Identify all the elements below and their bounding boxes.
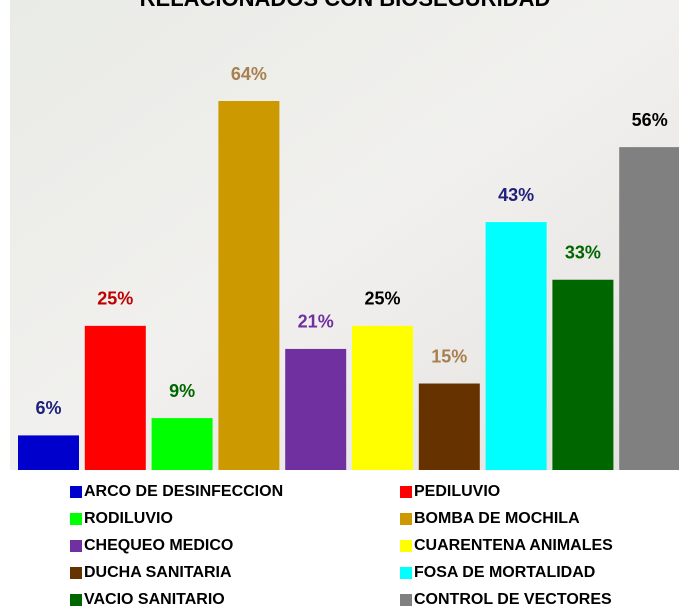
- bar: [152, 418, 213, 470]
- legend-label: ARCO DE DESINFECCION: [84, 483, 283, 500]
- bar: [285, 349, 346, 470]
- legend-swatch: [70, 594, 82, 606]
- legend-label: RODILUVIO: [84, 510, 173, 527]
- legend-swatch: [400, 567, 412, 579]
- value-label: 21%: [298, 312, 334, 332]
- legend-label: PEDILUVIO: [414, 483, 500, 500]
- value-label: 33%: [565, 242, 601, 262]
- value-label: 25%: [97, 289, 133, 309]
- chart: RELACIONADOS CON BIOSEGURIDAD 6% 25% 9% 64%…: [0, 0, 679, 610]
- bar: [619, 147, 679, 470]
- legend-swatch: [400, 486, 412, 498]
- legend-swatch: [400, 594, 412, 606]
- legend-swatch: [400, 540, 412, 552]
- bar: [218, 101, 279, 470]
- legend-swatch: [400, 513, 412, 525]
- value-label: 43%: [498, 185, 534, 205]
- value-label: 6%: [35, 398, 61, 418]
- value-label: 25%: [364, 289, 400, 309]
- legend-swatch: [70, 486, 82, 498]
- legend-label: CHEQUEO MEDICO: [84, 537, 233, 554]
- legend-label: FOSA DE MORTALIDAD: [414, 564, 595, 581]
- legend-label: VACIO SANITARIO: [84, 591, 225, 608]
- value-label: 64%: [231, 64, 267, 84]
- bar: [18, 435, 79, 470]
- bar: [486, 222, 547, 470]
- legend-swatch: [70, 540, 82, 552]
- value-label: 15%: [431, 346, 467, 366]
- legend-swatch: [70, 513, 82, 525]
- legend-label: BOMBA DE MOCHILA: [414, 510, 580, 527]
- value-label: 9%: [169, 381, 195, 401]
- legend-label: DUCHA SANITARIA: [84, 564, 232, 581]
- legend-label: CONTROL DE VECTORES: [414, 591, 612, 608]
- bar: [352, 326, 413, 470]
- legend-swatch: [70, 567, 82, 579]
- legend-label: CUARENTENA ANIMALES: [414, 537, 613, 554]
- bar: [552, 280, 613, 470]
- bar: [85, 326, 146, 470]
- value-label: 56%: [632, 110, 668, 130]
- chart-title: RELACIONADOS CON BIOSEGURIDAD: [140, 0, 551, 11]
- bar: [419, 384, 480, 470]
